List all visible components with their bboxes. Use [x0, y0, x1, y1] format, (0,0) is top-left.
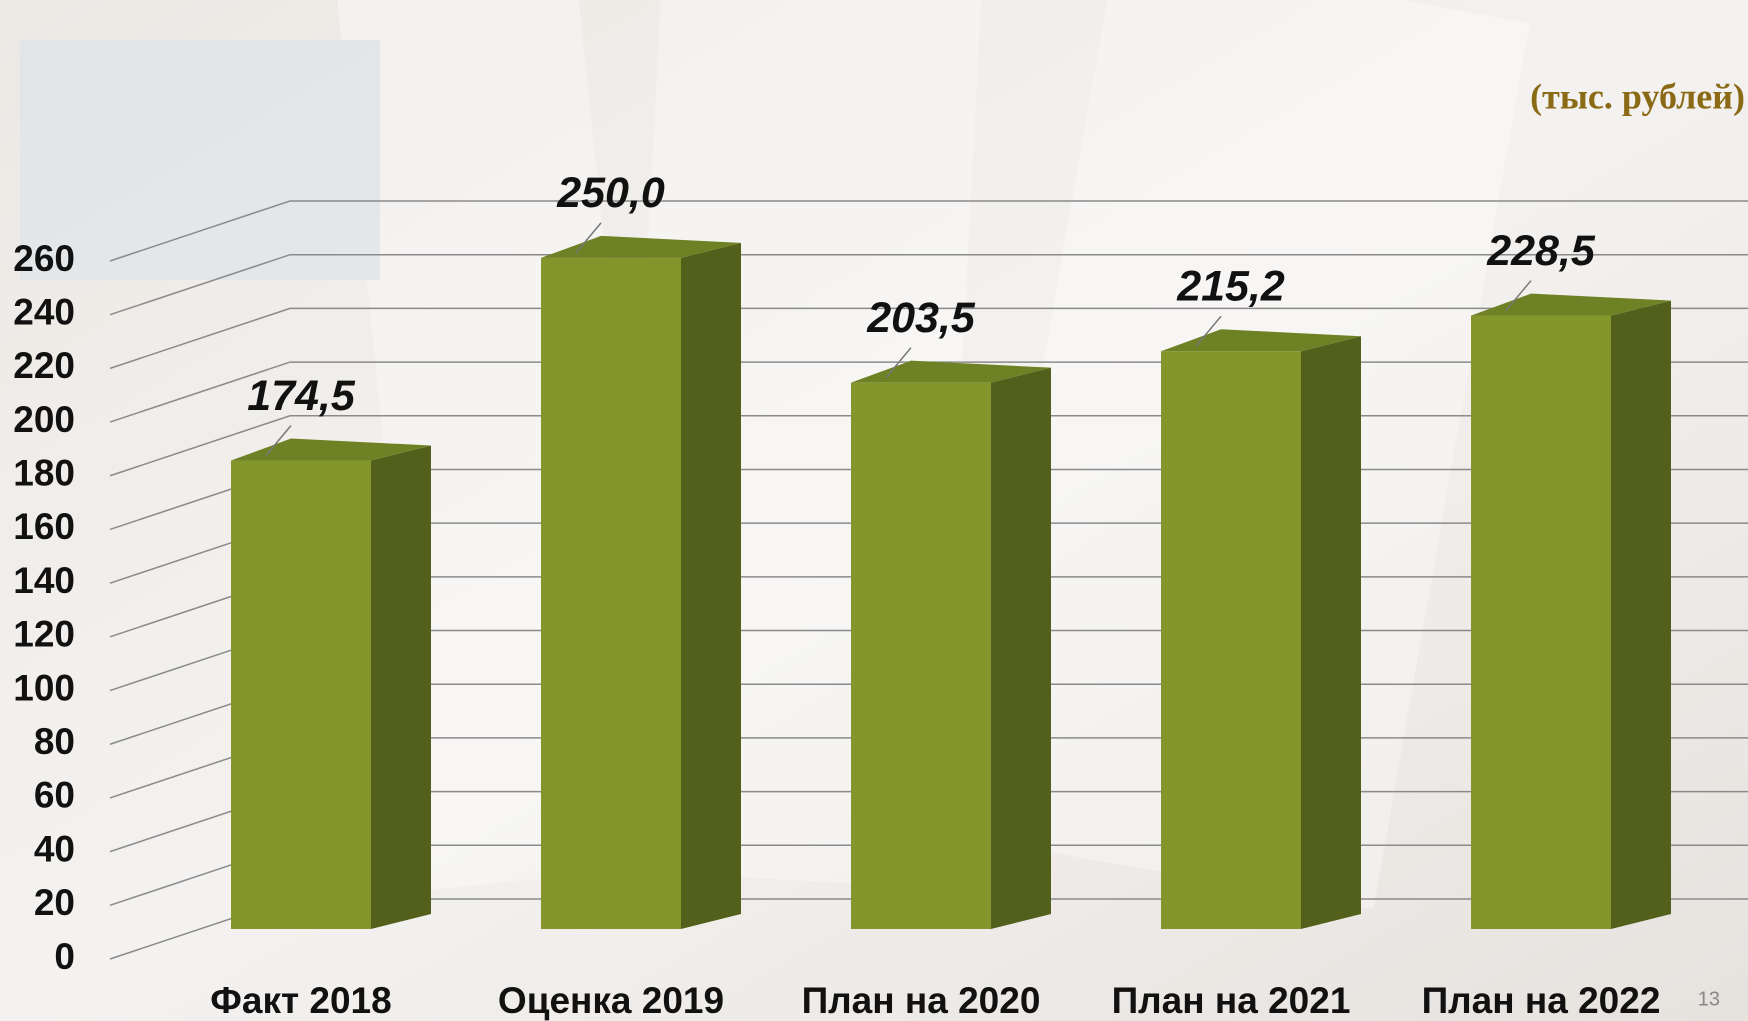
- leader-line: [885, 347, 912, 379]
- bar-top: [1161, 329, 1361, 352]
- x-tick-label: План на 2022: [1422, 980, 1661, 1021]
- bar-top: [851, 360, 1051, 383]
- y-tick-label: 160: [13, 506, 75, 547]
- y-tick-label: 240: [13, 291, 75, 332]
- y-tick-label: 100: [13, 667, 75, 708]
- unit-label: (тыс. рублей): [1530, 76, 1745, 116]
- grid-line: [109, 253, 1748, 316]
- bar: [541, 257, 681, 929]
- bar-side: [681, 242, 741, 929]
- x-tick-label: Оценка 2019: [498, 980, 724, 1021]
- bar-side: [1611, 300, 1671, 929]
- value-label: 250,0: [556, 169, 665, 217]
- bar-side: [371, 445, 431, 929]
- y-tick-label: 260: [13, 238, 75, 279]
- value-label: 203,5: [866, 294, 976, 342]
- bar: [1161, 351, 1301, 930]
- bar-top: [231, 438, 431, 461]
- leader-line: [575, 222, 602, 254]
- y-tick-label: 180: [13, 453, 75, 494]
- y-tick-label: 220: [13, 345, 75, 386]
- value-label: 174,5: [247, 372, 356, 420]
- bar-top: [1471, 293, 1671, 316]
- y-tick-label: 80: [34, 721, 75, 762]
- x-tick-label: План на 2021: [1112, 980, 1351, 1021]
- y-tick-label: 40: [34, 828, 75, 869]
- x-tick-label: Факт 2018: [210, 980, 391, 1021]
- bar-side: [1301, 336, 1361, 930]
- bar-side: [991, 367, 1051, 929]
- bar: [1471, 315, 1611, 929]
- value-label: 228,5: [1486, 227, 1596, 275]
- bar-top: [541, 235, 741, 258]
- leader-line: [1195, 315, 1222, 347]
- y-tick-label: 120: [13, 614, 75, 655]
- y-tick-label: 0: [54, 936, 75, 977]
- grid-line: [109, 307, 1748, 370]
- y-tick-label: 20: [34, 882, 75, 923]
- y-tick-label: 60: [34, 775, 75, 816]
- bar: [231, 460, 371, 929]
- y-tick-label: 200: [13, 399, 75, 440]
- x-tick-label: План на 2020: [802, 980, 1041, 1021]
- value-label: 215,2: [1176, 263, 1285, 311]
- leader-line: [1505, 280, 1532, 312]
- y-tick-label: 140: [13, 560, 75, 601]
- bar: [851, 382, 991, 929]
- slide-number: 13: [1698, 988, 1720, 1010]
- grid-line: [109, 200, 1748, 262]
- leader-line: [265, 425, 292, 457]
